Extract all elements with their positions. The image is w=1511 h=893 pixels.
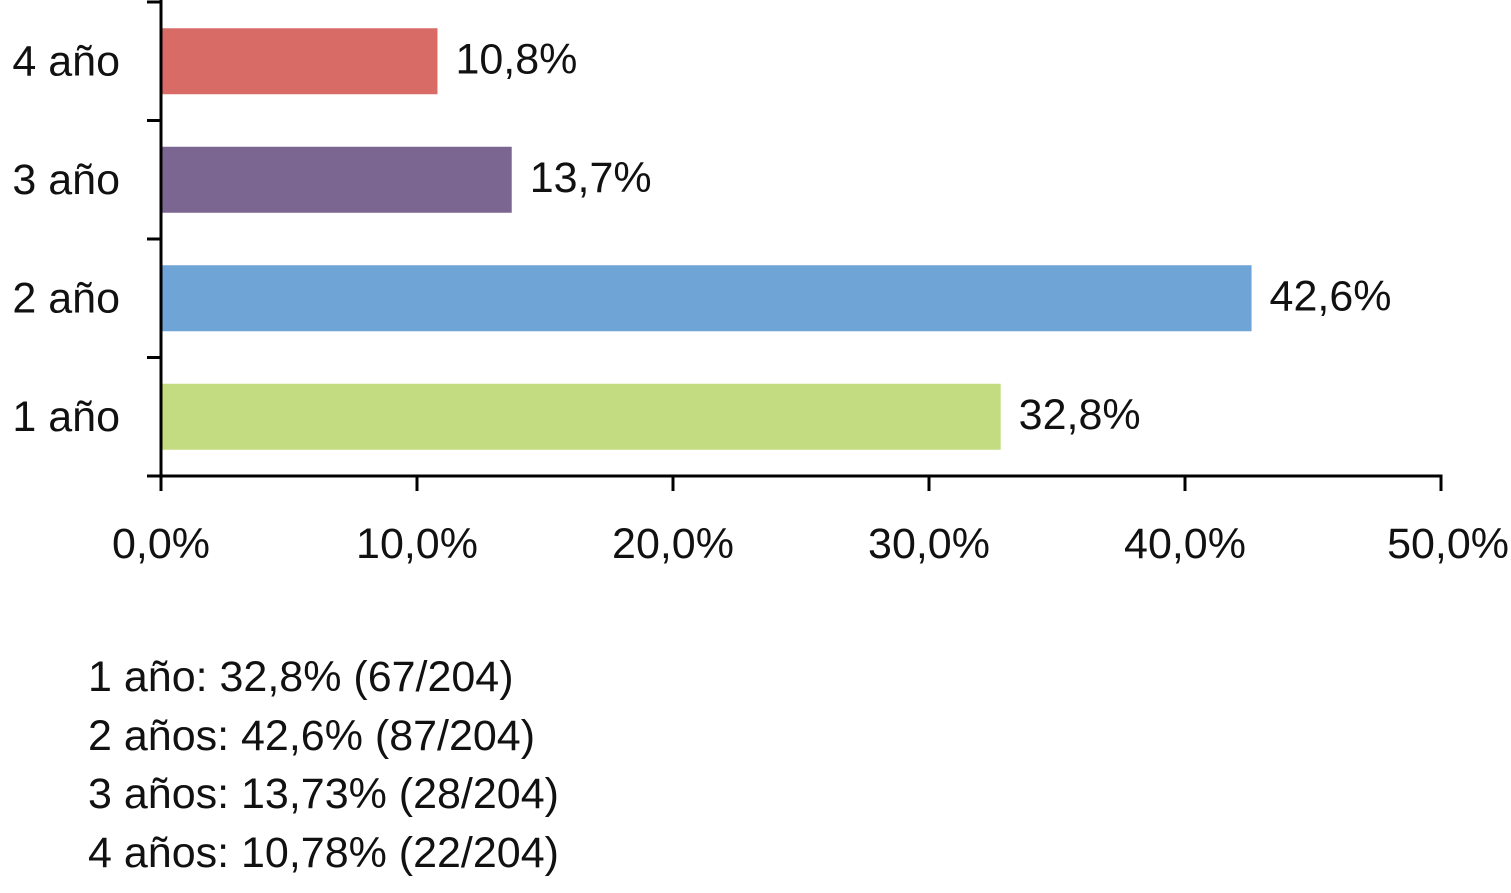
- x-tick-label: 0,0%: [112, 520, 210, 568]
- data-label-4-año: 10,8%: [455, 35, 577, 83]
- summary-note-4: 4 años: 10,78% (22/204): [88, 828, 559, 877]
- bar-1-año: [161, 383, 1001, 450]
- category-label-1-año: 1 año: [12, 393, 120, 441]
- x-tick-label: 20,0%: [612, 520, 734, 568]
- data-label-3-año: 13,7%: [530, 154, 652, 202]
- x-tick-label: 10,0%: [356, 520, 478, 568]
- summary-note-1: 1 año: 32,8% (67/204): [88, 653, 514, 701]
- x-tick-label: 50,0%: [1387, 520, 1509, 568]
- category-label-2-año: 2 año: [12, 274, 120, 322]
- x-tick-label: 30,0%: [868, 520, 990, 568]
- data-label-1-año: 32,8%: [1019, 391, 1141, 439]
- bar-4-año: [161, 28, 438, 95]
- category-label-4-año: 4 año: [12, 37, 120, 85]
- summary-note-2: 2 años: 42,6% (87/204): [88, 711, 536, 760]
- x-tick-label: 40,0%: [1124, 520, 1246, 568]
- category-label-3-año: 3 año: [12, 156, 120, 204]
- horizontal-bar-chart: 4 año 10,8% 3 año 13,7% 2 año 42,6% 1 año 32,8%…: [12, 0, 1509, 568]
- summary-note-3: 3 años: 13,73% (28/204): [88, 770, 559, 818]
- data-label-2-año: 42,6%: [1270, 272, 1392, 320]
- bar-3-año: [161, 146, 512, 213]
- summary-notes: 1 año: 32,8% (67/204) 2 años: 42,6% (87/…: [88, 648, 559, 882]
- bar-2-año: [161, 265, 1252, 332]
